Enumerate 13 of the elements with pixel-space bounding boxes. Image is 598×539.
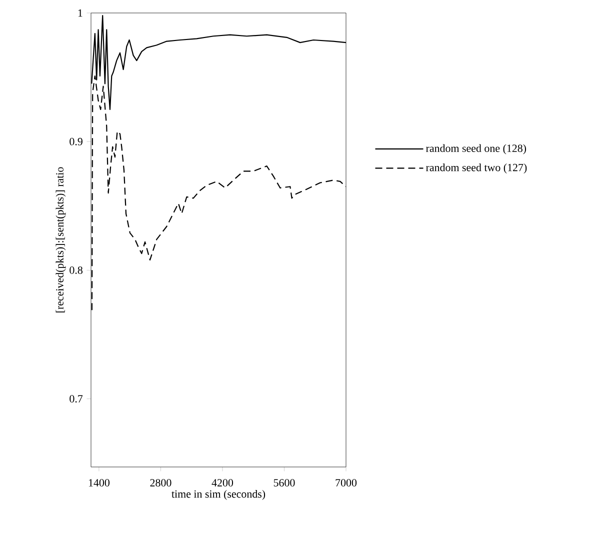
legend-label: random seed two (127): [426, 164, 527, 174]
x-tick-label: 1400: [88, 479, 110, 486]
y-tick-label: 0.9: [70, 138, 82, 146]
y-axis-title: [received(pkts)]:[sent(pkts)] ratio: [56, 167, 66, 312]
x-tick-label: 2800: [150, 479, 172, 486]
x-tick-label: 5600: [274, 479, 295, 486]
x-axis-title: time in sim (seconds): [172, 490, 266, 500]
x-tick-label: 7000: [336, 479, 357, 486]
y-tick-label: 1: [78, 9, 82, 17]
x-tick-label: 4200: [212, 479, 234, 486]
legend-label: random seed one (128): [426, 144, 526, 154]
y-tick-label: 0.8: [70, 266, 82, 274]
y-tick-label: 0.7: [70, 395, 83, 403]
